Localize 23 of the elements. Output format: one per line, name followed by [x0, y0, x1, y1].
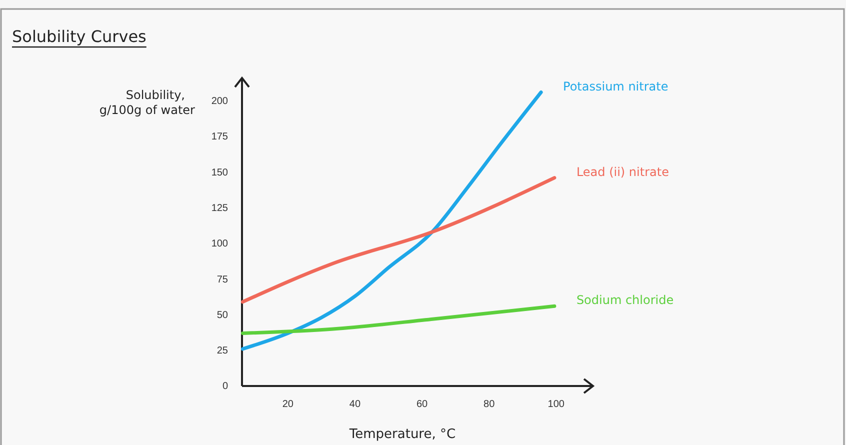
x-tick-label: 20 — [282, 399, 294, 410]
y-tick-label: 125 — [211, 202, 228, 214]
line-series — [240, 304, 556, 335]
y-tick-label: 100 — [211, 238, 228, 250]
y-tick-label: 0 — [222, 381, 228, 392]
series-label: Lead (ii) nitrate — [576, 164, 669, 179]
y-tick-label: 200 — [211, 96, 228, 108]
x-tick-label: 60 — [416, 399, 428, 410]
x-axis-title: Temperature, °C — [348, 427, 456, 442]
y-tick-label: 25 — [216, 346, 228, 357]
x-tick-label: 80 — [484, 399, 496, 410]
y-tick-label: 150 — [211, 167, 228, 178]
line-series — [240, 176, 556, 304]
y-axis-title: Solubility, g/100g of water — [99, 88, 196, 117]
text: Solubility Curves — [12, 27, 146, 46]
series-label: Potassium nitrate — [563, 79, 668, 94]
y-tick-label: 175 — [211, 132, 228, 143]
series-label: Sodium chloride — [576, 293, 674, 308]
y-tick-label: 50 — [216, 310, 228, 321]
x-tick-label: 100 — [548, 399, 565, 410]
y-tick-label: 75 — [216, 274, 228, 286]
line-series — [240, 90, 543, 351]
x-tick-label: 40 — [349, 399, 361, 410]
